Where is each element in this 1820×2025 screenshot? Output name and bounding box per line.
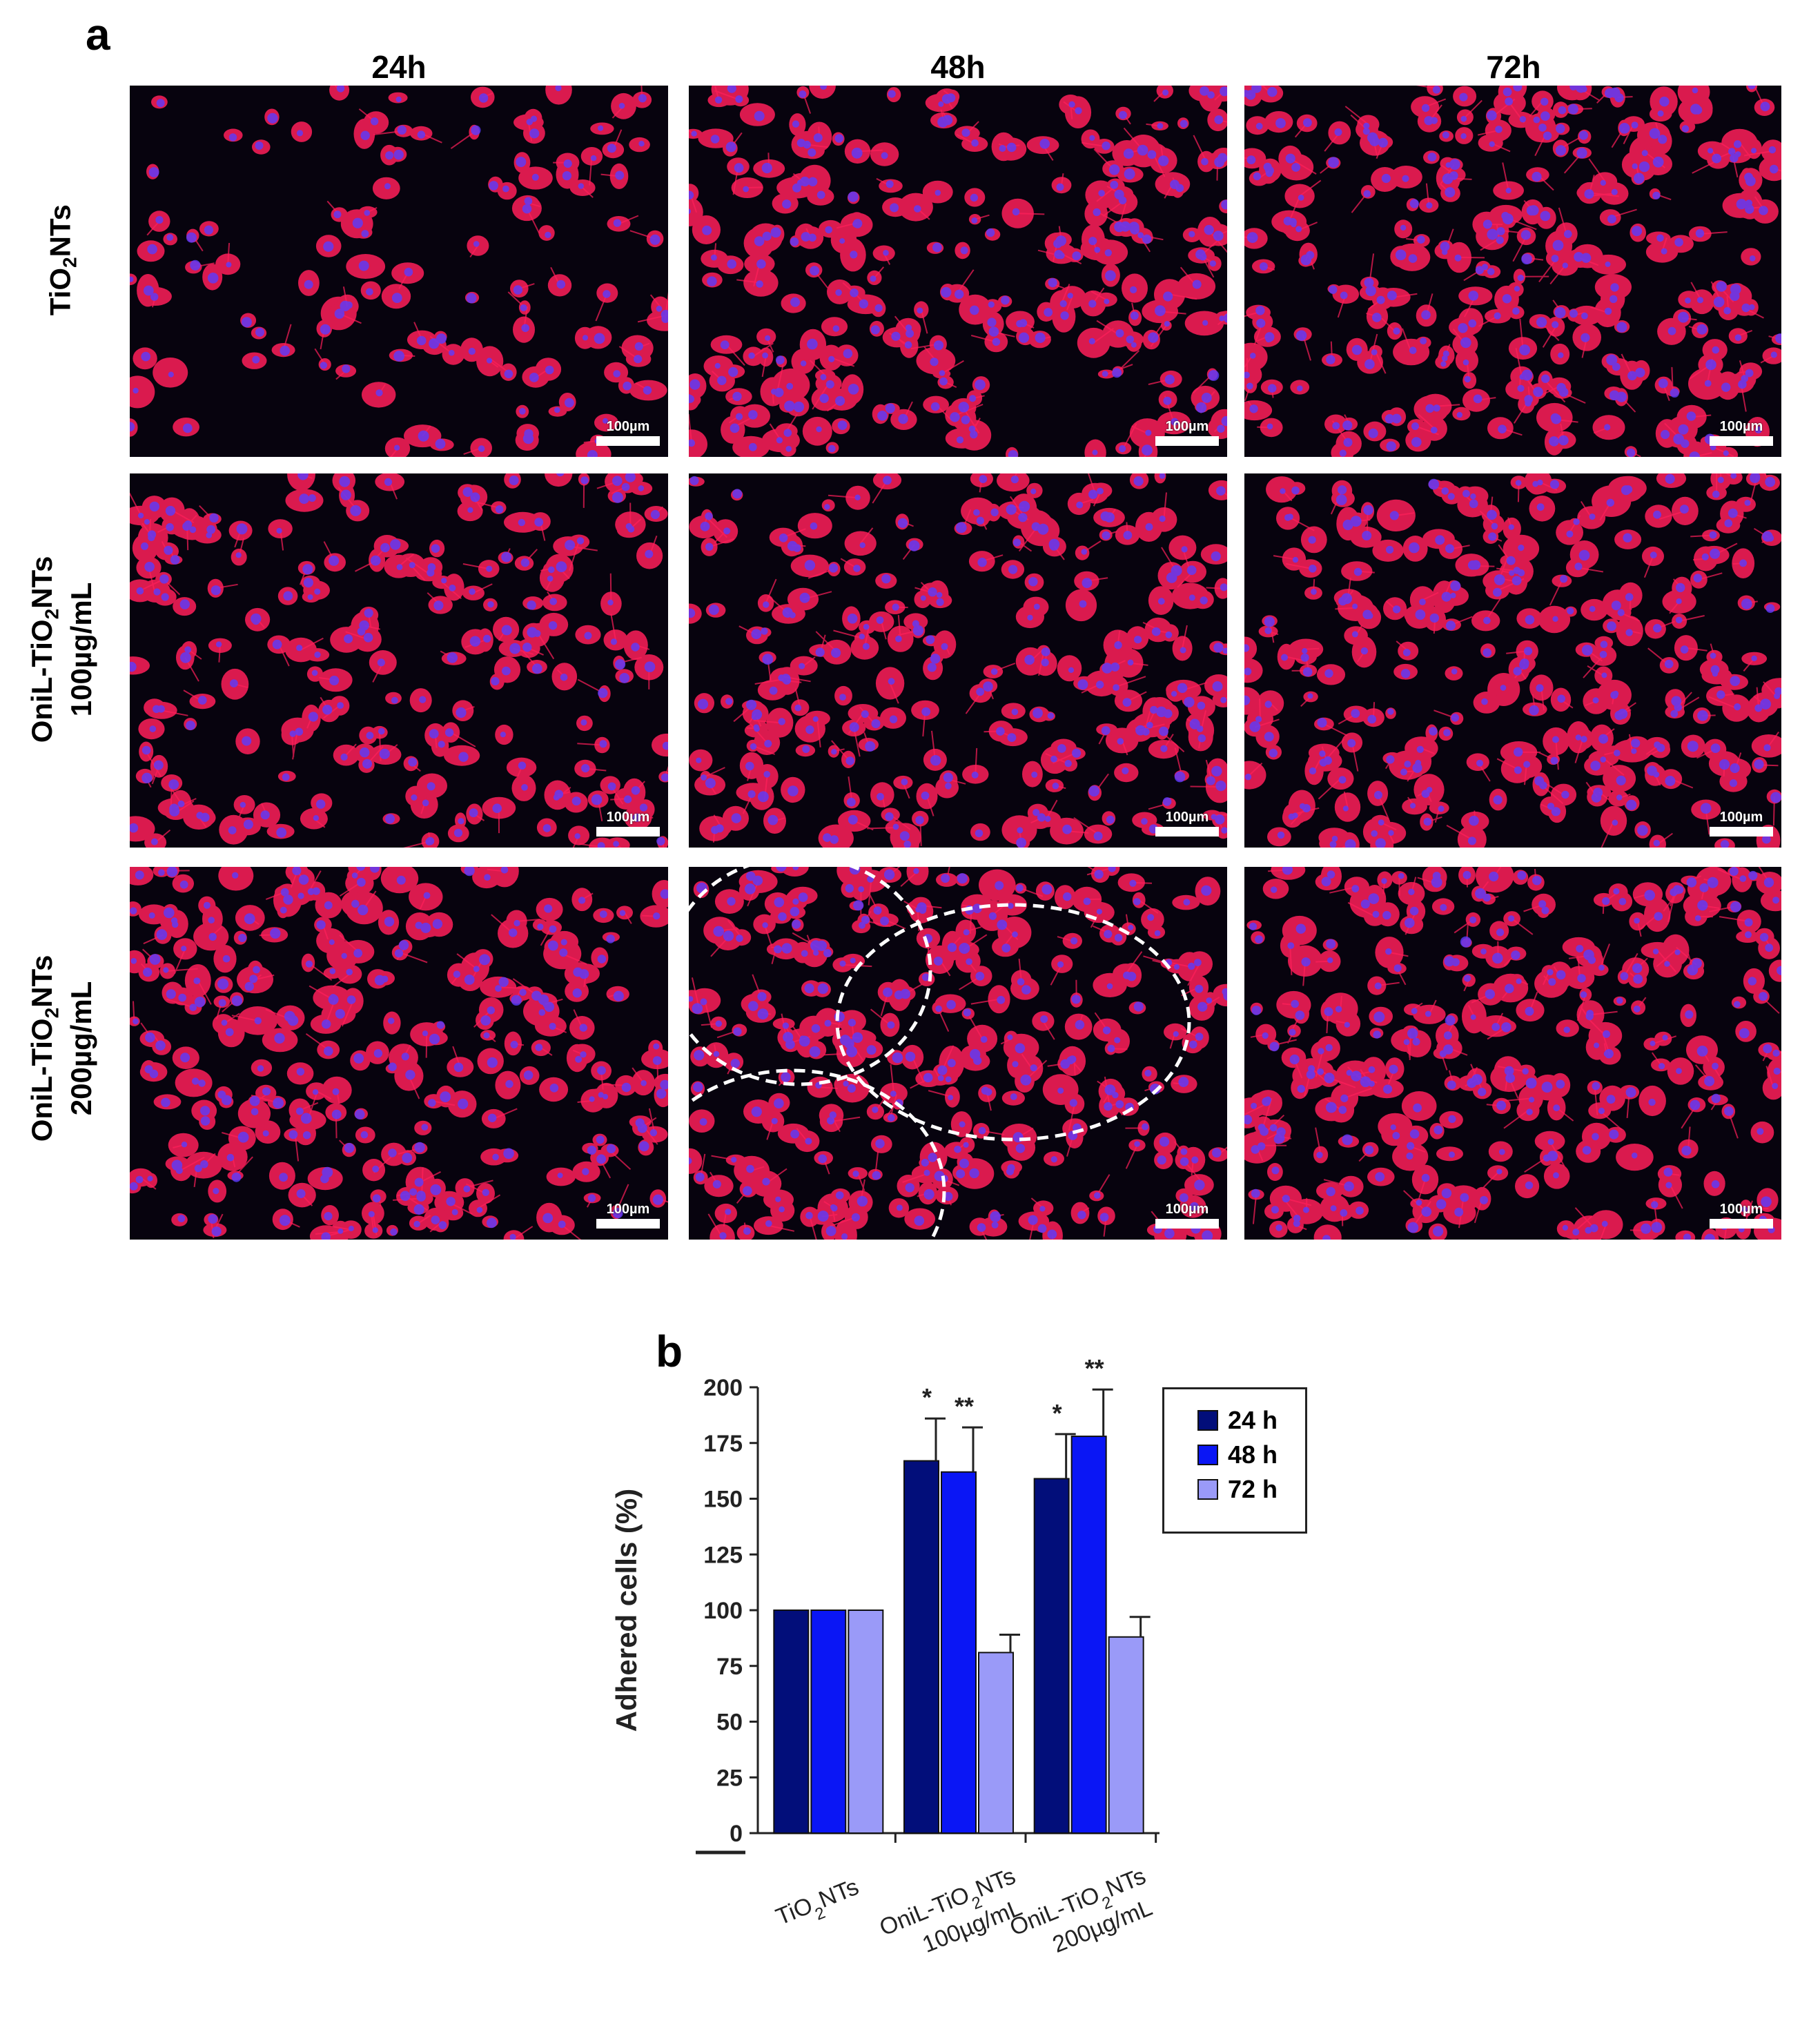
significance-marker: ** [955, 1392, 974, 1420]
scale-bar-line [1710, 1219, 1773, 1229]
scale-bar: 100µm [596, 420, 660, 446]
legend-item-24h: 24 h [1197, 1403, 1305, 1438]
significance-marker: ** [1085, 1354, 1104, 1382]
scale-bar-label: 100µm [606, 1202, 650, 1217]
micrograph-row1-72h: 100µm [1244, 86, 1781, 457]
micrograph-row3-72h: 100µm [1244, 867, 1781, 1240]
y-tick-label: 150 [703, 1487, 743, 1513]
legend-swatch-24h [1197, 1410, 1218, 1431]
scale-bar-label: 100µm [606, 419, 650, 434]
scale-bar: 100µm [1710, 810, 1773, 837]
category-label-1: TiO2NTs [772, 1874, 865, 1938]
legend-item-72h: 72 h [1197, 1472, 1305, 1507]
micrograph-row1-48h: 100µm [689, 86, 1227, 457]
scale-bar: 100µm [1710, 420, 1773, 446]
scale-bar-label: 100µm [606, 810, 650, 825]
column-label-24h: 24h [371, 49, 427, 85]
bar-24h-cat2 [903, 1460, 939, 1835]
scale-bar: 100µm [1155, 810, 1219, 837]
bar-72h-cat3 [1108, 1636, 1144, 1834]
micrograph-row3-24h: 100µm [130, 867, 668, 1240]
micrograph-image [130, 473, 668, 848]
scale-bar-line [596, 827, 660, 837]
scale-bar-line [1155, 1219, 1219, 1229]
chart-legend: 24 h 48 h 72 h [1162, 1387, 1307, 1534]
scale-bar-line [596, 436, 660, 446]
scale-bar-line [1710, 436, 1773, 446]
micrograph-image [1244, 867, 1781, 1240]
scale-bar: 100µm [596, 810, 660, 837]
scale-bar: 100µm [1710, 1202, 1773, 1229]
y-tick-label: 0 [730, 1821, 743, 1847]
category-label-3: OniL-TiO2NTs200µg/mL [1006, 1863, 1162, 1970]
legend-swatch-48h [1197, 1445, 1218, 1465]
micrograph-image [130, 867, 668, 1240]
panel-a-letter: a [86, 10, 110, 59]
micrograph-row2-48h: 100µm [689, 473, 1227, 848]
y-tick-label: 25 [716, 1765, 743, 1791]
bar-72h-cat1 [848, 1610, 884, 1834]
y-tick-label: 200 [703, 1375, 743, 1401]
scale-bar-label: 100µm [1165, 419, 1209, 434]
y-tick-label: 50 [716, 1710, 743, 1736]
scale-bar-label: 100µm [1165, 1202, 1209, 1217]
micrograph-row3-48h: 100µm [689, 867, 1227, 1240]
column-label-72h: 72h [1486, 49, 1541, 85]
micrograph-row2-72h: 100µm [1244, 473, 1781, 848]
y-tick-label: 125 [703, 1542, 743, 1568]
micrograph-image [689, 473, 1227, 848]
scale-bar-label: 100µm [1719, 810, 1763, 825]
scale-bar-label: 100µm [1719, 1202, 1763, 1217]
panel-b-letter: b [656, 1327, 683, 1376]
bar-48h-cat1 [810, 1610, 847, 1834]
scale-bar-label: 100µm [1719, 419, 1763, 434]
scale-bar-line [596, 1219, 660, 1229]
y-tick-label: 75 [716, 1654, 743, 1680]
micrograph-image [689, 86, 1227, 457]
bar-24h-cat3 [1033, 1478, 1070, 1834]
significance-marker: * [1053, 1399, 1062, 1427]
significance-marker: * [922, 1383, 932, 1411]
legend-label-48h: 48 h [1228, 1440, 1278, 1469]
micrograph-row2-24h: 100µm [130, 473, 668, 848]
y-tick-label: 100 [703, 1598, 743, 1624]
bar-48h-cat2 [941, 1471, 977, 1834]
legend-label-72h: 72 h [1228, 1475, 1278, 1503]
scale-bar-line [1710, 827, 1773, 837]
y-tick-label: 175 [703, 1431, 743, 1457]
scale-bar: 100µm [1155, 1202, 1219, 1229]
bar-72h-cat2 [978, 1652, 1014, 1835]
scale-bar-line [1155, 827, 1219, 837]
column-label-48h: 48h [930, 49, 986, 85]
micrograph-row1-24h: 100µm [130, 86, 668, 457]
legend-swatch-72h [1197, 1479, 1218, 1500]
scale-bar: 100µm [596, 1202, 660, 1229]
bar-48h-cat3 [1070, 1436, 1107, 1835]
legend-item-48h: 48 h [1197, 1438, 1305, 1472]
scale-bar-line [1155, 436, 1219, 446]
y-axis-title: Adhered cells (%) [610, 1489, 643, 1732]
scale-bar-label: 100µm [1165, 810, 1209, 825]
scale-bar: 100µm [1155, 420, 1219, 446]
colony-outlines [689, 867, 1191, 1240]
legend-label-24h: 24 h [1228, 1406, 1278, 1434]
micrograph-image [1244, 473, 1781, 848]
bar-24h-cat1 [773, 1610, 810, 1834]
micrograph-image [1244, 86, 1781, 457]
